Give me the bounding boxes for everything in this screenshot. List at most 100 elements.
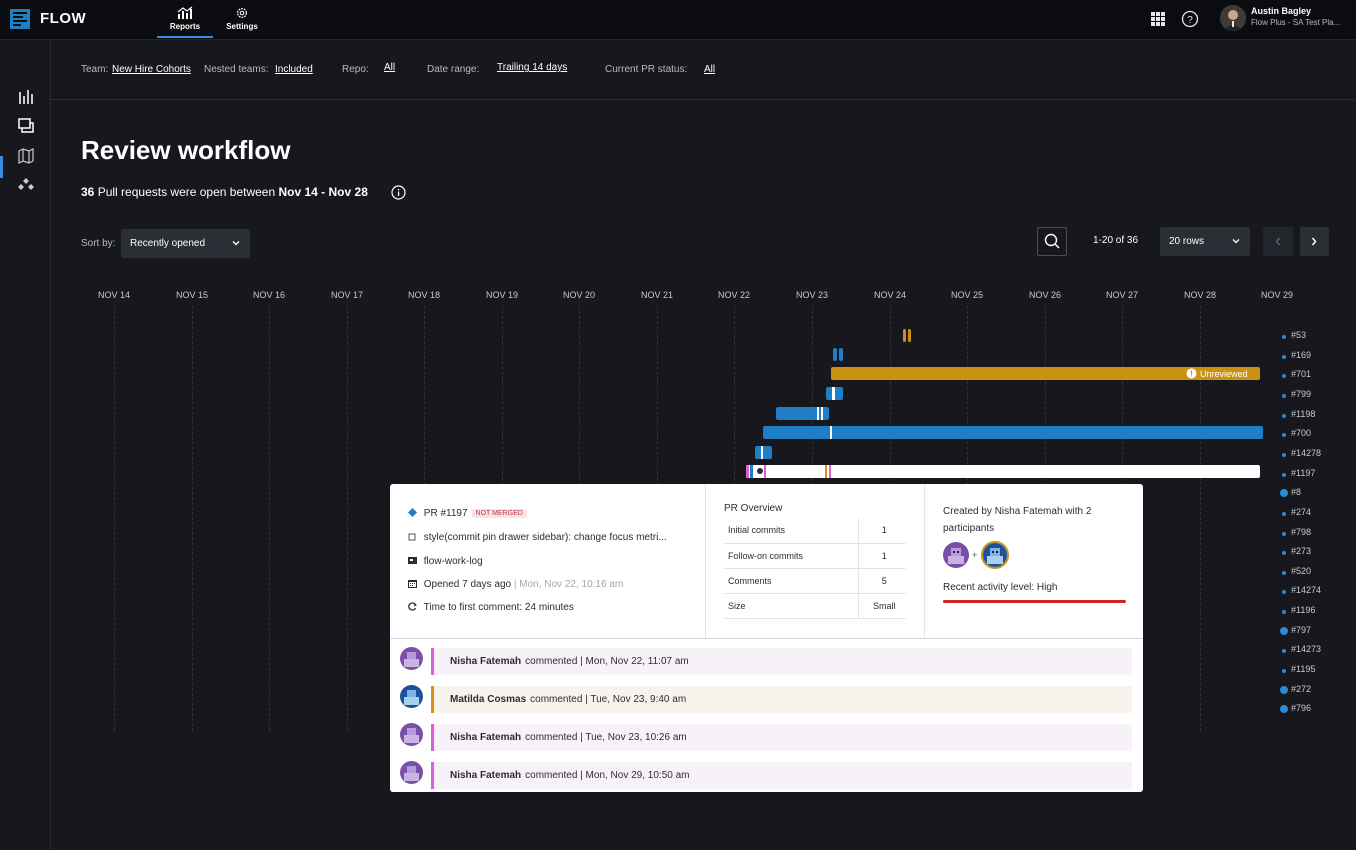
pr-bar-701[interactable]: Unreviewed [831,367,1260,380]
user-name[interactable]: Austin Bagley [1251,6,1312,16]
info-icon[interactable] [391,185,406,200]
user-avatar[interactable] [1220,5,1246,31]
overview-label: Initial commits [724,518,858,544]
pr-label[interactable]: #272 [1291,684,1312,694]
page-count: 1-20 of 36 [1093,235,1139,246]
pr-status-dot [1280,489,1288,497]
date-column-label: NOV 22 [717,290,751,300]
overview-value: Small [857,593,906,619]
participant-avatar[interactable] [943,542,969,568]
participant-avatar[interactable] [981,541,1009,569]
pr-status-dot [1280,686,1288,694]
pr-bar-53[interactable] [903,329,906,342]
pr-label[interactable]: #14278 [1291,448,1322,458]
pr-status-value[interactable]: All [704,64,716,75]
pr-status-label: Current PR status: [605,64,688,75]
list-item: Nisha Fatemah commented | Tue, Nov 23, 10… [431,724,1132,751]
pr-bar-14278[interactable] [755,446,772,459]
pr-label[interactable]: #274 [1291,507,1312,517]
nested-teams-value[interactable]: Included [275,64,313,75]
pr-bar-700[interactable] [763,426,1263,439]
filter-bar: Team: New Hire Cohorts Nested teams: Inc… [51,41,1356,100]
page-subtitle: 36 Pull requests were open between Nov 1… [81,185,368,199]
participants-section: Created by Nisha Fatemah with 2 particip… [925,484,1143,638]
pr-bar-799[interactable] [826,387,843,400]
repo-filter-value[interactable]: All [384,62,396,73]
map-icon[interactable] [17,147,35,165]
pr-bar-1197[interactable] [746,465,1260,478]
pr-overview-section: PR Overview Initial commits 1 Follow-on c… [706,484,925,638]
pr-label[interactable]: #1198 [1291,409,1316,419]
date-range-value[interactable]: Trailing 14 days [497,62,568,73]
pr-label[interactable]: #799 [1291,389,1312,399]
apps-grid-icon[interactable] [1149,10,1167,28]
sort-select[interactable]: Recently opened [121,229,250,258]
pr-bar-53[interactable] [908,329,911,342]
comment-author[interactable]: Matilda Cosmas [450,694,527,705]
date-column-label: NOV 27 [1105,290,1139,300]
overview-label: Follow-on commits [724,543,858,569]
review-chat-icon[interactable] [17,117,35,135]
table-row: Follow-on commits 1 [724,543,906,569]
search-button[interactable] [1037,227,1067,256]
pr-label[interactable]: #798 [1291,527,1312,537]
prev-page-button[interactable] [1263,227,1293,256]
help-icon[interactable]: ? [1181,10,1199,28]
opened-row: Opened 7 days ago | Mon, Nov 22, 10:16 a… [408,579,623,590]
user-org[interactable]: Flow Plus - SA Test Pla... [1251,18,1341,27]
date-column-label: NOV 20 [562,290,596,300]
pr-label[interactable]: #701 [1291,369,1312,379]
pr-status-dot [1282,610,1286,614]
pr-label[interactable]: #14273 [1291,644,1322,654]
subtitle-text: Pull requests were open between [97,185,276,199]
next-page-button[interactable] [1300,227,1329,256]
pr-status-dot [1282,590,1286,594]
chevron-left-icon [1275,237,1280,246]
pr-status-dot [1282,453,1286,457]
pr-status-dot [1282,512,1286,516]
pr-label[interactable]: #1195 [1291,664,1316,674]
pr-label[interactable]: #797 [1291,625,1312,635]
pr-label[interactable]: #700 [1291,428,1312,438]
comment-author[interactable]: Nisha Fatemah [450,656,522,667]
pr-label[interactable]: #1196 [1291,605,1316,615]
pr-bar-1198[interactable] [776,407,829,420]
comment-date: | Tue, Nov 23, 9:40 am [585,694,687,705]
first-comment-text: Time to first comment: 24 minutes [423,602,574,613]
pr-bar-169[interactable] [833,348,837,361]
table-row: Comments 5 [724,568,906,594]
date-column-label: NOV 25 [950,290,984,300]
diamonds-icon[interactable] [17,177,35,195]
activity-meter [943,600,1126,603]
overview-title: PR Overview [724,503,783,514]
comment-author[interactable]: Nisha Fatemah [450,732,522,743]
overview-value: 1 [857,518,906,544]
pr-label[interactable]: #8 [1291,487,1302,497]
pr-label[interactable]: #14274 [1291,585,1322,595]
rows-select[interactable]: 20 rows [1160,227,1250,256]
team-filter-value[interactable]: New Hire Cohorts [112,64,191,75]
list-item: Nisha Fatemah commented | Mon, Nov 29, 10… [431,762,1132,789]
pr-label[interactable]: #1197 [1291,468,1316,478]
date-column-label: NOV 24 [873,290,907,300]
comment-action: commented [525,770,578,781]
activity-level: Recent activity level: High [943,582,1058,593]
pr-status-dot [1282,433,1286,437]
pr-label[interactable]: #169 [1291,350,1312,360]
bar-chart-icon[interactable] [17,88,35,106]
overview-label: Size [724,593,858,619]
pr-label[interactable]: #53 [1291,330,1307,340]
tab-settings[interactable]: Settings [214,4,270,38]
pr-status-dot [1282,414,1286,418]
pr-label[interactable]: #520 [1291,566,1312,576]
date-column-label: NOV 16 [252,290,286,300]
date-range-label: Date range: [427,64,480,75]
list-item: Nisha Fatemah commented | Mon, Nov 22, 11… [431,648,1132,675]
tab-reports[interactable]: Reports [157,4,213,38]
pr-summary-section: PR #1197 NOT MERGED style(commit pin draw… [390,484,706,638]
pr-number[interactable]: PR #1197 [423,508,468,519]
pr-bar-169[interactable] [839,348,843,361]
pr-label[interactable]: #796 [1291,703,1312,713]
pr-label[interactable]: #273 [1291,546,1312,556]
comment-author[interactable]: Nisha Fatemah [450,770,522,781]
